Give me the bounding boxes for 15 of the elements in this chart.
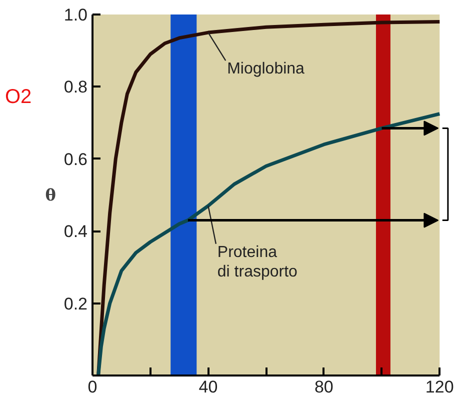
- text: Proteina di trasporto: [217, 244, 298, 280]
- y-tick-label: 0.8: [64, 78, 88, 97]
- text: O2: [5, 85, 32, 110]
- x-tick-label: 40: [198, 378, 218, 396]
- y-tick-label: 1.0: [64, 6, 88, 24]
- line-series: [96, 20, 442, 376]
- line-series: [96, 112, 442, 376]
- y-axis-title: θ: [45, 186, 56, 204]
- x-tick-label: 0: [88, 378, 98, 396]
- y-tick-label: 0.4: [64, 222, 88, 242]
- x-tick-label: 120: [425, 378, 454, 396]
- y-tick-label: 0.2: [64, 294, 88, 314]
- y-tick-label: 0.6: [64, 150, 88, 169]
- series-label: Mioglobina: [227, 60, 305, 78]
- x-tick-label: 80: [314, 378, 334, 396]
